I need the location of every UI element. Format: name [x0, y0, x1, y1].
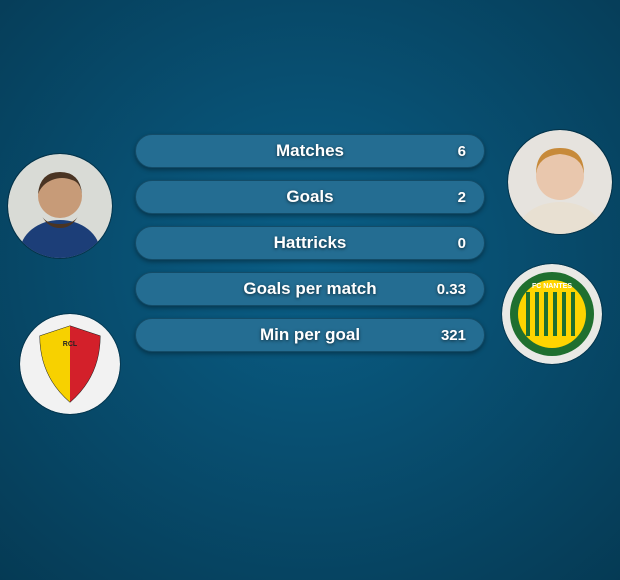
- stat-row: Min per goal 321: [135, 318, 485, 352]
- player-right-portrait: [508, 130, 612, 234]
- stat-row: Goals per match 0.33: [135, 272, 485, 306]
- stat-name: Hattricks: [274, 233, 347, 253]
- stat-value-right: 0: [446, 235, 466, 252]
- stat-name: Goals per match: [243, 279, 376, 299]
- svg-text:RCL: RCL: [63, 341, 78, 348]
- stat-value-right: 0.33: [437, 281, 466, 298]
- stat-name: Matches: [276, 141, 344, 161]
- comparison-area: RCL FC NANTES Matches 6 Goals 2 Hattricks 0 Go…: [0, 134, 620, 444]
- club-right-logo: FC NANTES: [502, 264, 602, 364]
- stat-name: Goals: [286, 187, 333, 207]
- svg-text:FC NANTES: FC NANTES: [532, 283, 572, 290]
- stat-row: Goals 2: [135, 180, 485, 214]
- player-left-portrait: [8, 154, 112, 258]
- stat-name: Min per goal: [260, 325, 360, 345]
- club-left-logo: RCL: [20, 314, 120, 414]
- stat-value-right: 2: [446, 189, 466, 206]
- stat-value-right: 6: [446, 143, 466, 160]
- stat-bars: Matches 6 Goals 2 Hattricks 0 Goals per match 0…: [135, 134, 485, 364]
- stat-row: Matches 6: [135, 134, 485, 168]
- stat-value-right: 321: [441, 327, 466, 344]
- stat-row: Hattricks 0: [135, 226, 485, 260]
